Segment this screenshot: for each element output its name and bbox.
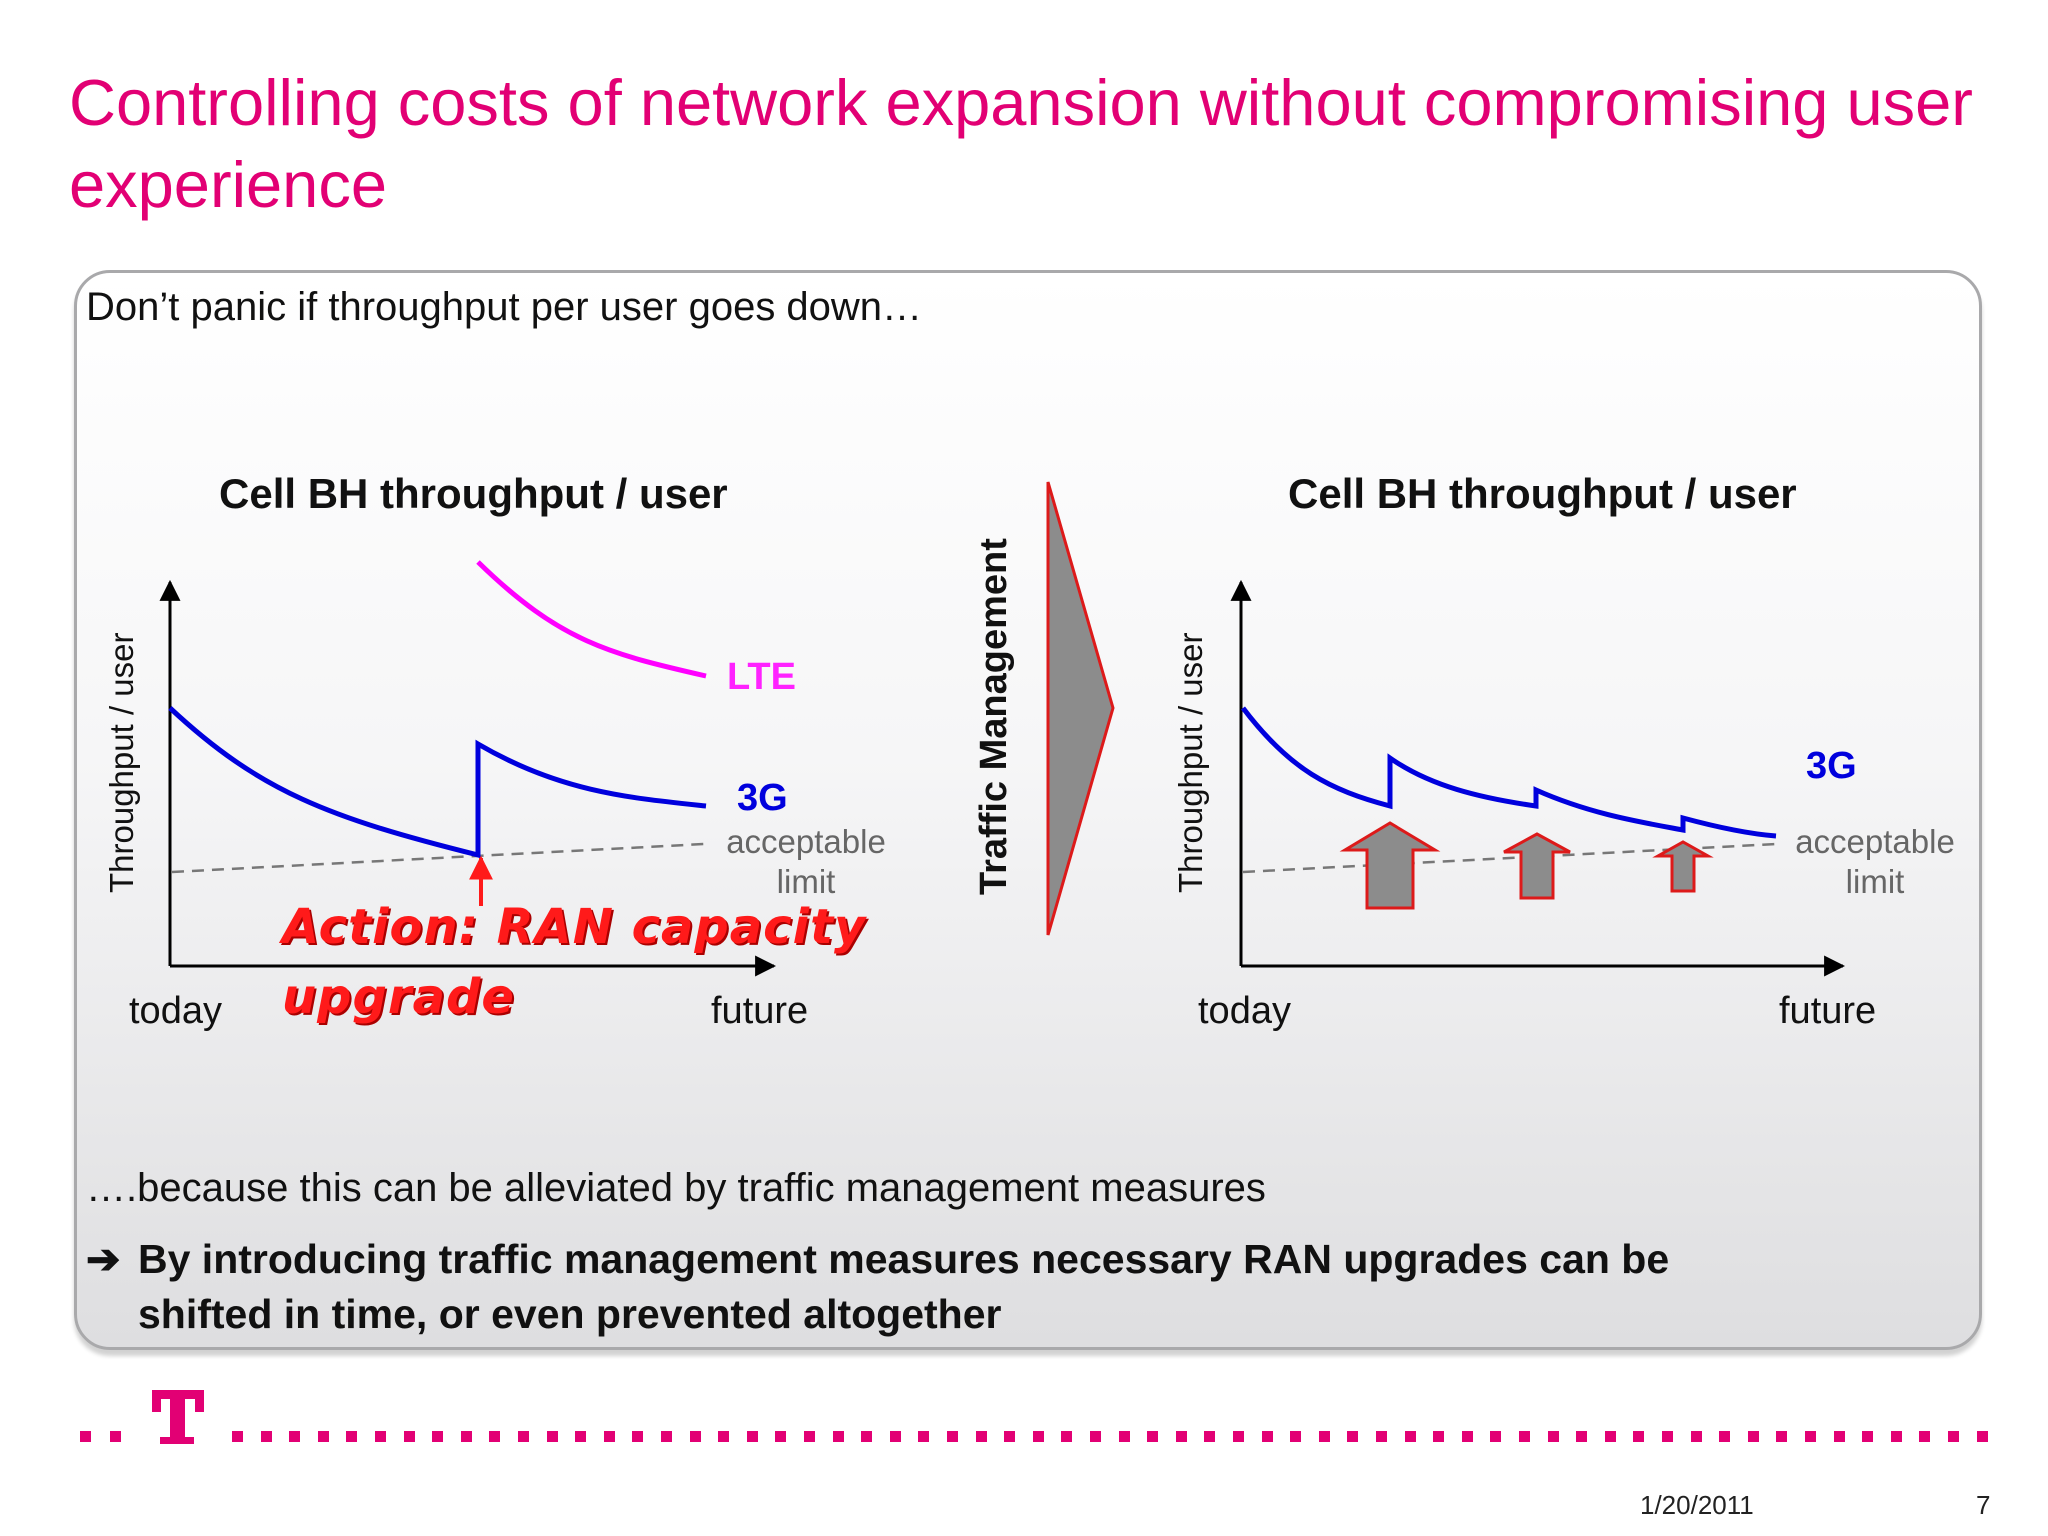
- left-limit-line2: limit: [776, 863, 836, 900]
- conclusion-line1: By introducing traffic management measur…: [138, 1236, 1670, 1282]
- right-3g-curve: [1241, 706, 1777, 839]
- conclusion-line2: shifted in time, or even prevented altog…: [138, 1291, 1002, 1337]
- intro-text: Don’t panic if throughput per user goes …: [86, 285, 923, 329]
- right-x-end-label: future: [1779, 990, 1877, 1032]
- upgrade-arrow-large: [1339, 821, 1441, 910]
- action-line1: Action: RAN capacity: [282, 899, 867, 955]
- action-line2: upgrade: [282, 969, 515, 1025]
- right-3g-label: 3G: [1806, 745, 1857, 787]
- right-chart: [1230, 579, 1846, 977]
- left-x-end-label: future: [711, 990, 809, 1032]
- left-chart-title: Cell BH throughput / user: [219, 470, 728, 517]
- left-limit-line1: acceptable: [726, 823, 886, 860]
- left-3g-label: 3G: [737, 777, 788, 819]
- conclusion-arrow-icon: ➔: [86, 1236, 121, 1282]
- slide-title: Controlling costs of network expansion w…: [69, 66, 1973, 221]
- left-x-start-label: today: [129, 990, 222, 1032]
- footer-date: 1/20/2011: [1640, 1490, 1754, 1520]
- right-limit-line1: acceptable: [1795, 823, 1955, 860]
- left-limit-line: [171, 842, 705, 874]
- right-limit-line2: limit: [1845, 863, 1905, 900]
- left-lte-label: LTE: [727, 656, 796, 698]
- traffic-management-label: Traffic Management: [973, 538, 1015, 895]
- left-chart: [159, 560, 777, 977]
- right-y-axis-label: Throughput / user: [1172, 632, 1209, 894]
- left-y-axis-label: Throughput / user: [103, 632, 140, 894]
- upgrade-arrow-medium: [1503, 832, 1571, 900]
- action-annotation: Action: RAN capacity upgrade: [282, 892, 902, 1032]
- content-panel: [74, 270, 1982, 1350]
- footer-page-number: 7: [1976, 1490, 1991, 1520]
- because-text: ….because this can be alleviated by traf…: [86, 1166, 1266, 1210]
- left-limit-label: acceptable limit: [706, 822, 906, 902]
- traffic-management-arrow: [1046, 481, 1115, 936]
- upgrade-arrow-small: [1652, 840, 1714, 893]
- right-chart-title: Cell BH throughput / user: [1288, 470, 1797, 517]
- right-x-start-label: today: [1198, 990, 1291, 1032]
- left-3g-curve: [168, 706, 707, 859]
- left-lte-curve: [476, 560, 707, 679]
- conclusion-text: ➔ By introducing traffic management measu…: [86, 1232, 1966, 1342]
- right-limit-label: acceptable limit: [1775, 822, 1975, 902]
